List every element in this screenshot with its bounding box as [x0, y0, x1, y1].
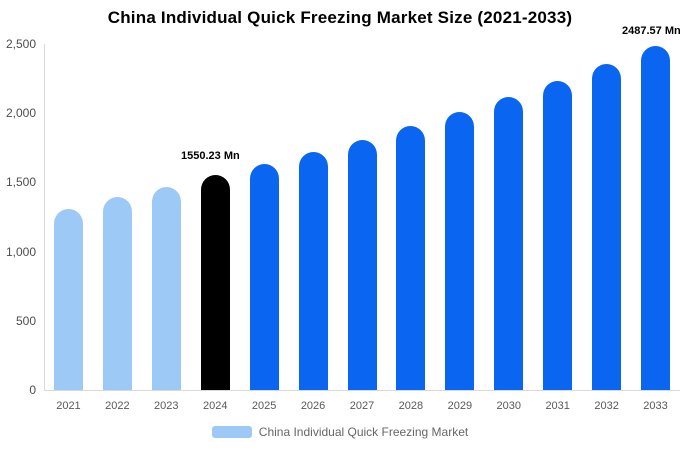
y-tick-1500: 1,500 [5, 175, 36, 190]
bar-2031[interactable] [543, 81, 573, 390]
bar-2022[interactable] [102, 197, 132, 390]
legend[interactable]: China Individual Quick Freezing Market [0, 425, 680, 439]
x-axis-baseline [44, 390, 680, 391]
y-axis-line [44, 44, 45, 390]
legend-label: China Individual Quick Freezing Market [258, 425, 469, 439]
x-label-2033: 2033 [643, 400, 668, 412]
annotation-2033-value: 2487.57 Mn [622, 25, 680, 37]
x-label-2029: 2029 [447, 400, 473, 412]
bar-2029[interactable] [445, 112, 475, 390]
x-label-2028: 2028 [398, 400, 424, 412]
x-label-2024: 2024 [202, 400, 228, 412]
chart-title: China Individual Quick Freezing Market S… [107, 8, 573, 27]
y-tick-2500: 2,500 [5, 37, 36, 51]
legend-swatch [211, 426, 252, 438]
bar-2030[interactable] [494, 97, 524, 390]
x-label-2022: 2022 [105, 400, 130, 412]
x-label-2021: 2021 [56, 400, 81, 412]
y-tick-1000: 1,000 [5, 244, 36, 259]
annotation-2024-value: 1550.23 Mn [181, 150, 240, 162]
y-tick-2000: 2,000 [5, 106, 36, 121]
x-label-2031: 2031 [545, 400, 570, 412]
y-tick-500: 500 [15, 313, 36, 328]
x-label-2027: 2027 [349, 400, 375, 412]
bar-2033[interactable] [641, 45, 671, 390]
x-label-2025: 2025 [251, 400, 277, 412]
x-label-2032: 2032 [594, 400, 619, 412]
bar-2024[interactable] [200, 175, 230, 390]
bar-2028[interactable] [396, 125, 426, 390]
bar-2021[interactable] [53, 208, 83, 390]
bar-2032[interactable] [592, 64, 622, 390]
x-label-2023: 2023 [154, 400, 179, 412]
bar-2025[interactable] [249, 163, 279, 390]
bar-2023[interactable] [151, 186, 181, 390]
bar-2027[interactable] [347, 139, 377, 390]
x-label-2026: 2026 [300, 400, 326, 412]
x-label-2030: 2030 [496, 400, 521, 412]
bar-2026[interactable] [298, 151, 328, 390]
y-tick-0: 0 [29, 383, 36, 397]
